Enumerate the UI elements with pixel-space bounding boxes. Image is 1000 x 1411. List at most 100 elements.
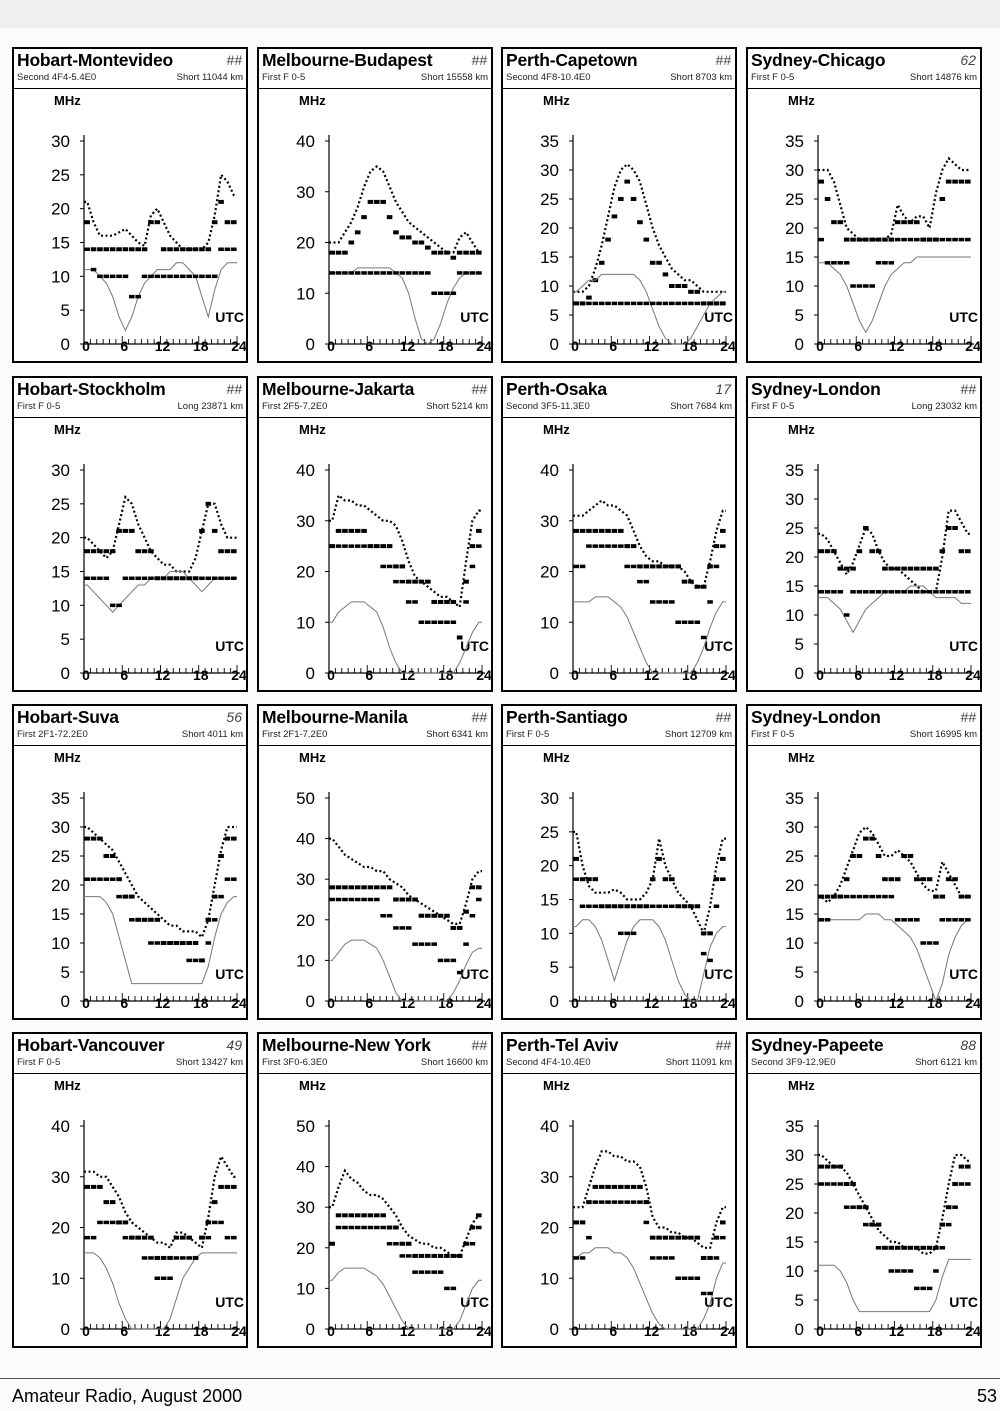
chart-subtitle: Second 3F5-11.3E0 Short 7684 km [506,401,732,414]
x-tick-label: 12 [889,338,905,354]
y-tick-label: 0 [550,335,559,354]
x-tick-label: 0 [82,667,90,683]
y-tick-label: 20 [540,563,559,582]
y-tick-label: 35 [785,461,804,480]
y-tick-label: 5 [795,306,804,325]
y-tick-label: 30 [296,512,315,531]
x-axis-label: UTC [704,638,733,654]
chart-number: ## [960,709,976,725]
path-distance: Short 6121 km [915,1057,977,1068]
chart-title: Melbourne-Manila [262,707,408,727]
y-tick-label: 30 [785,1146,804,1165]
x-tick-label: 6 [120,667,128,683]
propagation-mode: First F 0-5 [751,401,795,412]
x-tick-label: 12 [155,1323,171,1339]
chart-plot: MHz UTC 0 10 20 30 40 0 6 12 18 24 [503,1074,735,1346]
y-tick-label: 5 [550,306,559,325]
x-tick-label: 0 [327,338,335,354]
chart-title: Sydney-Papeete [751,1035,884,1055]
lower-frequency-curve [329,601,482,674]
chart-header: Sydney-Chicago 62 First F 0-5 Short 14876 k… [748,49,980,89]
chart-subtitle: First F 0-5 Short 15558 km [262,72,488,85]
x-tick-label: 6 [365,995,373,1011]
chart-panel: Sydney-Chicago 62 First F 0-5 Short 14876 k… [746,47,982,363]
chart-subtitle: First F 0-5 Long 23871 km [17,401,243,414]
x-tick-label: 0 [571,995,579,1011]
chart-svg: MHz UTC 0 10 20 30 40 0 6 12 18 24 [296,93,491,354]
y-tick-label: 15 [785,905,804,924]
y-tick-label: 0 [795,992,804,1011]
x-tick-label: 12 [400,667,416,683]
path-distance: Short 16600 km [420,1057,488,1068]
chart-subtitle: First F 0-5 Short 12709 km [506,729,732,742]
path-distance: Short 11044 km [176,72,243,83]
lower-frequency-curve [573,596,726,674]
x-tick-label: 0 [571,1323,579,1339]
x-tick-label: 6 [854,338,862,354]
y-tick-label: 15 [540,248,559,267]
chart-header: Sydney-Papeete 88 Second 3F9-12.9E0 Short 6… [748,1034,980,1074]
x-tick-label: 0 [816,667,824,683]
chart-panel: Hobart-Suva 56 First 2F1-72.2E0 Short 4011 … [12,704,248,1020]
y-tick-label: 20 [51,1219,70,1238]
x-tick-label: 18 [927,667,943,683]
chart-plot: MHz UTC 0 10 20 30 40 50 0 6 12 18 24 [259,746,491,1018]
x-tick-label: 6 [120,338,128,354]
x-tick-label: 0 [327,995,335,1011]
propagation-mode: First F 0-5 [17,1057,61,1068]
upper-frequency-curve [84,172,237,251]
y-tick-label: 40 [540,461,559,480]
chart-number: ## [471,381,487,397]
y-tick-label: 20 [51,876,70,895]
y-tick-label: 0 [306,1320,315,1339]
path-distance: Long 23032 km [911,401,978,412]
chart-number: ## [960,381,976,397]
x-tick-label: 6 [854,667,862,683]
chart-panel: Hobart-Stockholm ## First F 0-5 Long 23871 … [12,376,248,692]
x-tick-label: 0 [327,667,335,683]
x-tick-label: 18 [438,1323,454,1339]
x-tick-label: 24 [720,995,735,1011]
upper-frequency-curve [329,837,482,925]
x-tick-label: 6 [365,338,373,354]
x-tick-label: 12 [644,1323,660,1339]
y-tick-label: 10 [785,1262,804,1281]
chart-panel: Melbourne-Budapest ## First F 0-5 Short 155… [257,47,493,363]
propagation-mode: First F 0-5 [751,729,795,740]
x-tick-label: 24 [231,338,246,354]
y-tick-label: 5 [550,958,559,977]
x-tick-label: 18 [438,667,454,683]
y-axis-label: MHz [788,750,815,765]
y-tick-label: 15 [785,248,804,267]
y-tick-label: 40 [296,1158,315,1177]
chart-subtitle: First F 0-5 Short 13427 km [17,1057,243,1070]
chart-panel: Perth-Capetown ## Second 4F8-10.4E0 Short 8… [501,47,737,363]
chart-header: Hobart-Stockholm ## First F 0-5 Long 23871 … [14,378,246,418]
y-tick-label: 10 [785,934,804,953]
y-tick-label: 15 [51,234,70,253]
chart-svg: MHz UTC 0 10 20 30 40 0 6 12 18 24 [540,422,735,683]
y-tick-label: 5 [61,301,70,320]
y-tick-label: 10 [296,284,315,303]
lower-frequency-curve [84,1252,237,1330]
path-distance: Short 5214 km [426,401,488,412]
chart-title: Sydney-Chicago [751,50,886,70]
chart-header: Perth-Santiago ## First F 0-5 Short 12709 k… [503,706,735,746]
y-tick-label: 30 [51,132,70,151]
y-tick-label: 30 [785,161,804,180]
chart-svg: MHz UTC 0 5 10 15 20 25 30 0 6 12 18 24 [540,750,735,1011]
y-tick-label: 0 [550,664,559,683]
x-axis-label: UTC [215,1294,244,1310]
x-tick-label: 18 [193,1323,209,1339]
x-tick-label: 0 [82,338,90,354]
x-axis-label: UTC [949,966,978,982]
y-tick-label: 25 [51,495,70,514]
chart-title: Hobart-Vancouver [17,1035,165,1055]
x-tick-label: 6 [609,1323,617,1339]
x-tick-label: 18 [682,338,698,354]
y-tick-label: 20 [296,1239,315,1258]
path-distance: Short 6341 km [426,729,488,740]
y-tick-label: 0 [795,1320,804,1339]
